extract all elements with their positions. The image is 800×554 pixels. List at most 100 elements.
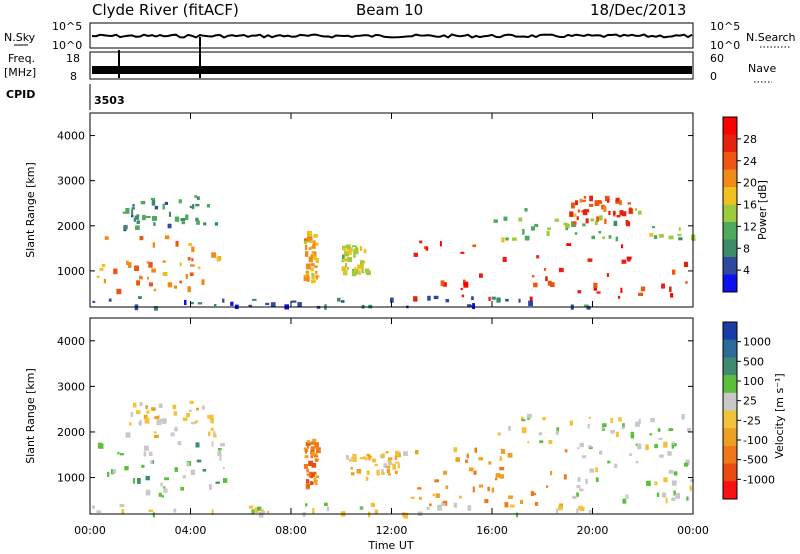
heatmap-cell <box>344 250 347 254</box>
heatmap-cell <box>549 282 555 287</box>
heatmap-cell <box>196 220 200 225</box>
heatmap-cell <box>532 492 536 496</box>
heatmap-cell <box>248 505 254 509</box>
heatmap-cell <box>342 245 347 248</box>
heatmap-cell <box>574 232 578 235</box>
heatmap-cell <box>527 413 532 419</box>
heatmap-cell <box>353 454 357 460</box>
heatmap-cell <box>180 486 184 491</box>
heatmap-cell <box>606 273 610 277</box>
heatmap-cell <box>196 459 202 463</box>
heatmap-cell <box>197 266 201 270</box>
colorbar-segment <box>723 274 737 293</box>
heatmap-cell <box>158 492 162 497</box>
heatmap-cell <box>313 471 317 475</box>
heatmap-cell <box>148 262 153 268</box>
power-heatmap <box>92 195 696 311</box>
heatmap-cell <box>423 246 427 250</box>
heatmap-cell <box>345 262 347 268</box>
heatmap-cell <box>439 241 442 247</box>
heatmap-cell <box>542 416 546 421</box>
heatmap-cell <box>685 459 690 465</box>
heatmap-cell <box>340 300 345 303</box>
heatmap-cell <box>353 267 357 272</box>
colorbar-segment <box>723 152 737 170</box>
heatmap-cell <box>678 227 681 231</box>
heatmap-cell <box>673 471 678 476</box>
heatmap-cell <box>308 256 313 263</box>
heatmap-cell <box>453 502 458 508</box>
heatmap-cell <box>663 441 668 448</box>
heatmap-cell <box>170 432 175 437</box>
heatmap-cell <box>208 484 213 490</box>
heatmap-cell <box>175 240 179 247</box>
heatmap-cell <box>167 282 173 288</box>
heatmap-cell <box>363 456 367 460</box>
heatmap-cell <box>163 488 168 493</box>
heatmap-cell <box>188 242 192 246</box>
heatmap-cell <box>151 407 156 411</box>
heatmap-cell <box>160 482 163 487</box>
heatmap-cell <box>598 230 602 234</box>
heatmap-cell <box>622 211 627 217</box>
cpid-label: CPID <box>6 88 35 101</box>
heatmap-cell <box>594 220 598 226</box>
heatmap-cell <box>445 299 450 303</box>
y-tick-label: 3000 <box>57 380 85 393</box>
heatmap-cell <box>495 473 501 478</box>
heatmap-cell <box>578 505 583 511</box>
heatmap-cell <box>195 442 200 448</box>
heatmap-cell <box>210 418 214 424</box>
y-tick-label: 4000 <box>57 130 85 143</box>
heatmap-cell <box>173 285 177 289</box>
heatmap-cell <box>164 477 169 481</box>
heatmap-cell <box>154 416 160 420</box>
heatmap-cell <box>429 503 432 507</box>
heatmap-cell <box>117 451 120 455</box>
heatmap-cell <box>305 503 308 507</box>
heatmap-cell <box>381 472 385 475</box>
heatmap-cell <box>174 216 180 222</box>
heatmap-cell <box>395 450 400 457</box>
heatmap-cell <box>101 263 106 268</box>
freq-tick-top: 18 <box>66 52 80 65</box>
cpid-value: 3503 <box>94 94 125 107</box>
heatmap-cell <box>579 488 584 492</box>
heatmap-cell <box>443 470 448 475</box>
heatmap-cell <box>313 455 319 458</box>
heatmap-cell <box>425 246 429 251</box>
heatmap-cell <box>668 428 674 432</box>
heatmap-cell <box>599 200 603 204</box>
heatmap-cell <box>248 304 252 308</box>
heatmap-cell <box>140 200 146 205</box>
heatmap-cell <box>346 244 351 250</box>
heatmap-cell <box>168 211 171 217</box>
heatmap-cell <box>434 479 439 483</box>
heatmap-cell <box>131 209 134 216</box>
heatmap-cell <box>658 437 663 440</box>
heatmap-cell <box>141 464 145 468</box>
heatmap-cell <box>427 295 431 301</box>
heatmap-cell <box>190 469 195 475</box>
heatmap-cell <box>591 235 595 240</box>
colorbar-segment <box>723 375 737 394</box>
heatmap-cell <box>99 267 104 271</box>
heatmap-cell <box>585 478 588 485</box>
heatmap-cell <box>359 246 363 251</box>
heatmap-cell <box>306 274 310 279</box>
colorbar-tick-label: 500 <box>743 355 764 368</box>
heatmap-cell <box>601 204 605 210</box>
heatmap-cell <box>145 489 151 496</box>
heatmap-cell <box>349 458 352 462</box>
heatmap-cell <box>604 218 607 225</box>
heatmap-cell <box>311 463 317 468</box>
heatmap-cell <box>516 512 519 518</box>
heatmap-cell <box>635 461 639 464</box>
heatmap-cell <box>495 478 498 481</box>
heatmap-cell <box>182 475 186 479</box>
heatmap-cell <box>260 508 264 513</box>
x-tick-label: 04:00 <box>175 524 207 537</box>
heatmap-cell <box>496 297 501 303</box>
heatmap-cell <box>509 504 515 508</box>
heatmap-cell <box>615 236 619 242</box>
